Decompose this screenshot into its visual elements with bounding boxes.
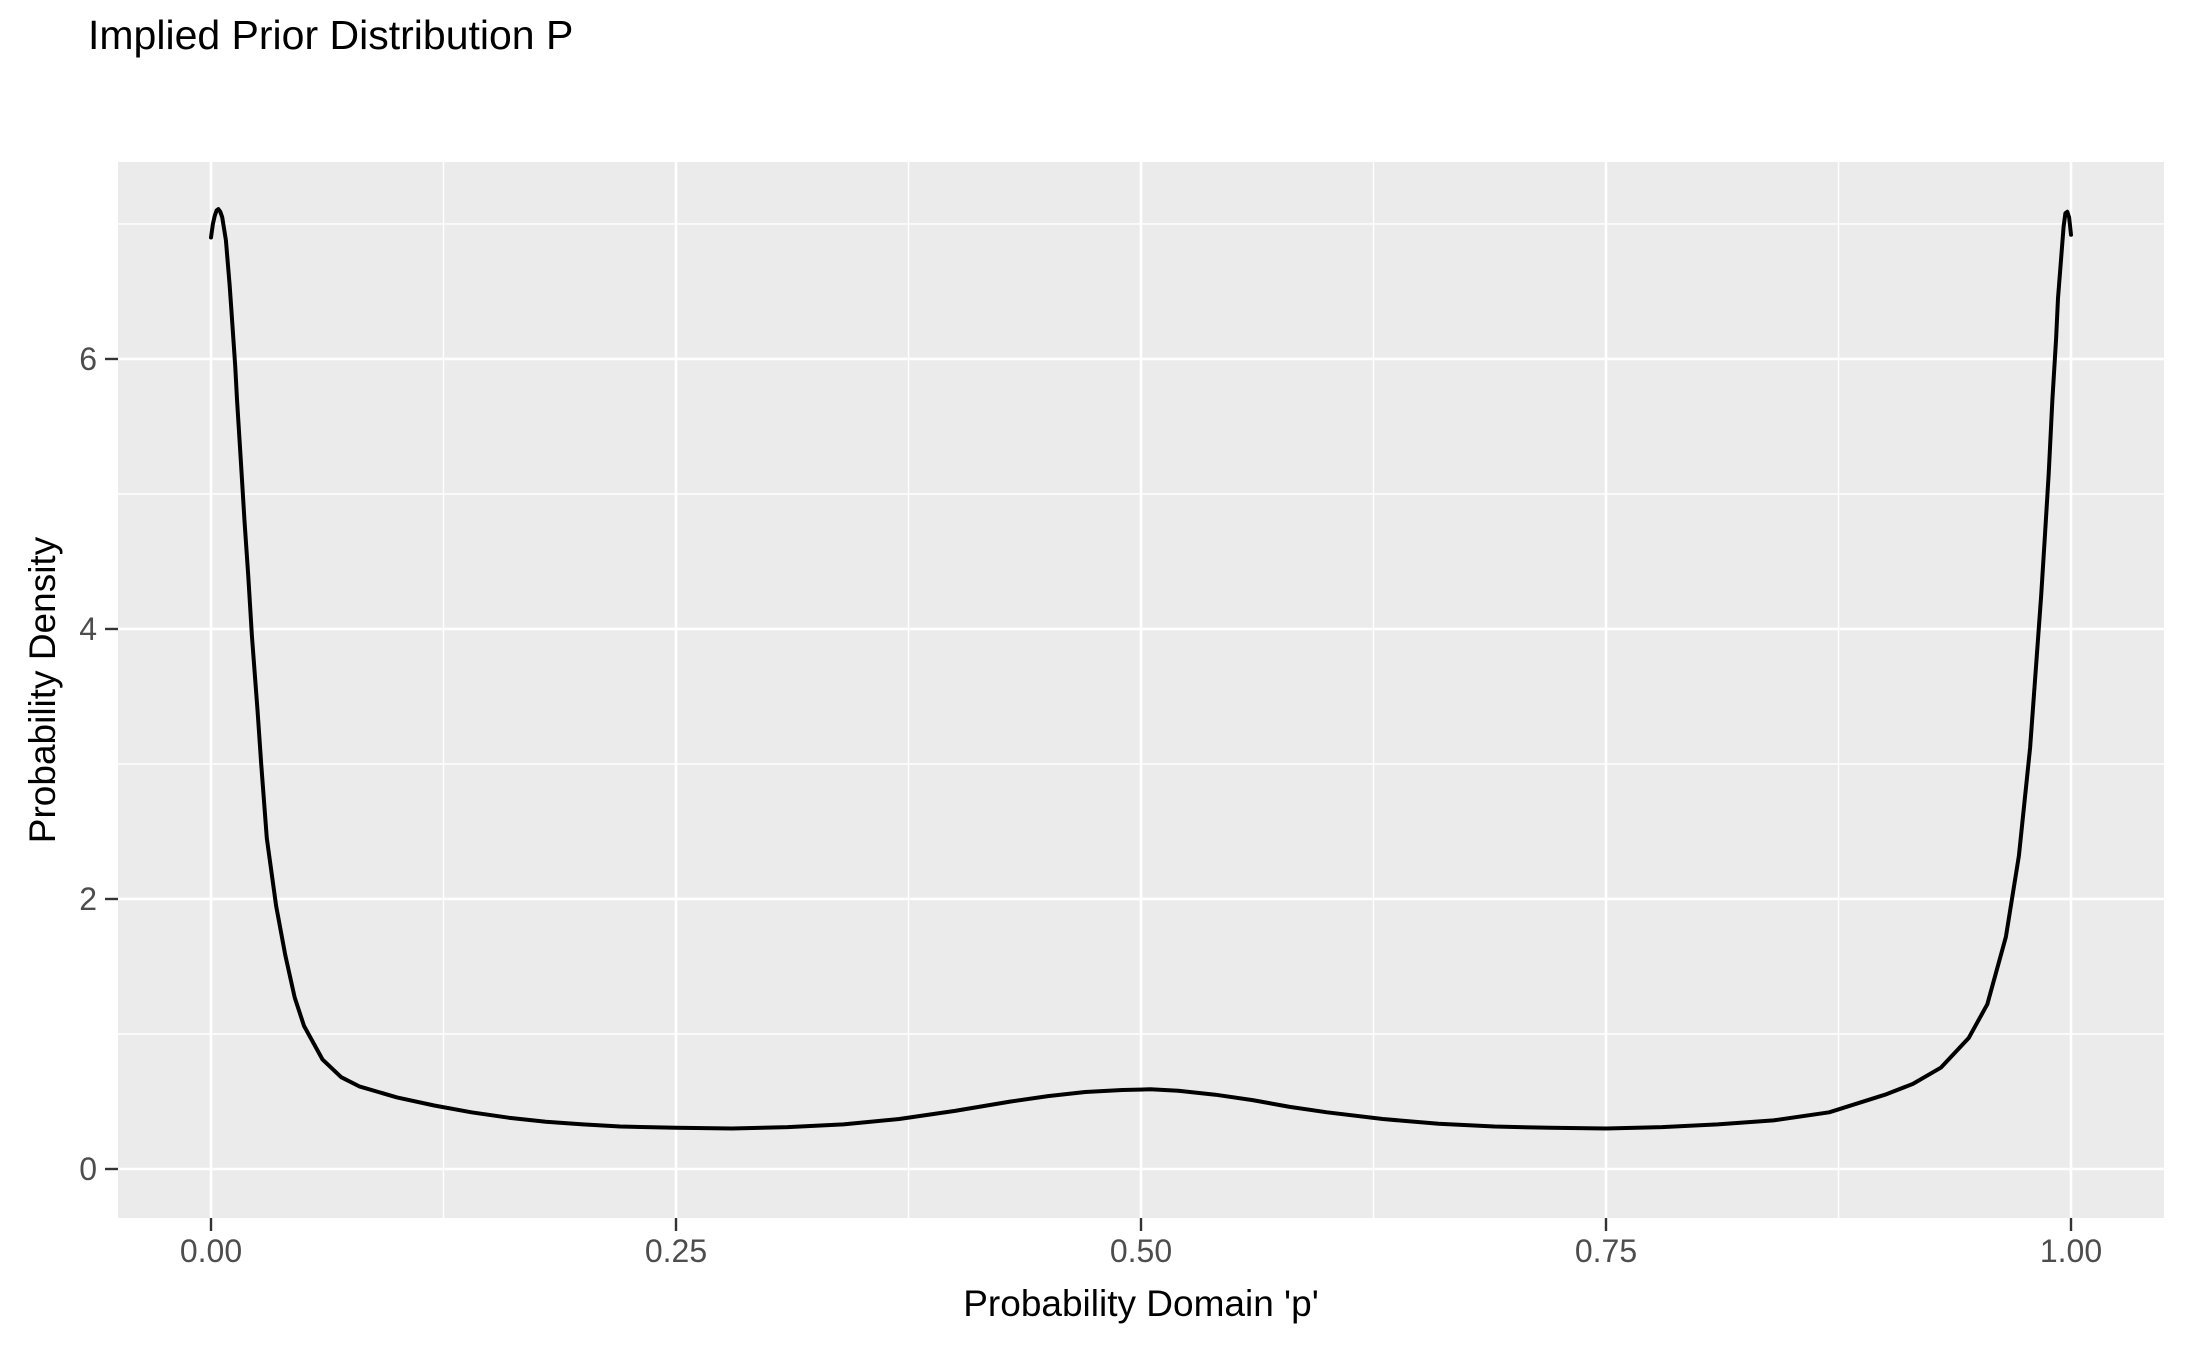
x-tick-label: 0.75 <box>1575 1233 1637 1269</box>
axis-tick-marks <box>105 357 2073 1231</box>
y-tick-label: 2 <box>79 881 97 917</box>
y-tick-label: 4 <box>79 611 97 647</box>
chart-title: Implied Prior Distribution P <box>88 12 574 58</box>
y-axis-title: Probability Density <box>22 536 63 844</box>
x-axis-title: Probability Domain 'p' <box>963 1283 1319 1324</box>
x-tick-labels: 0.00 0.25 0.50 0.75 1.00 <box>180 1233 2102 1269</box>
y-tick-label: 0 <box>79 1151 97 1187</box>
x-tick-label: 1.00 <box>2040 1233 2102 1269</box>
y-tick-label: 6 <box>79 341 97 377</box>
x-tick-label: 0.25 <box>645 1233 707 1269</box>
y-tick-labels: 0 2 4 6 <box>79 341 97 1187</box>
x-tick-label: 0.50 <box>1110 1233 1172 1269</box>
gridlines-major <box>118 162 2164 1218</box>
density-curve <box>209 207 2073 1131</box>
x-tick-label: 0.00 <box>180 1233 242 1269</box>
